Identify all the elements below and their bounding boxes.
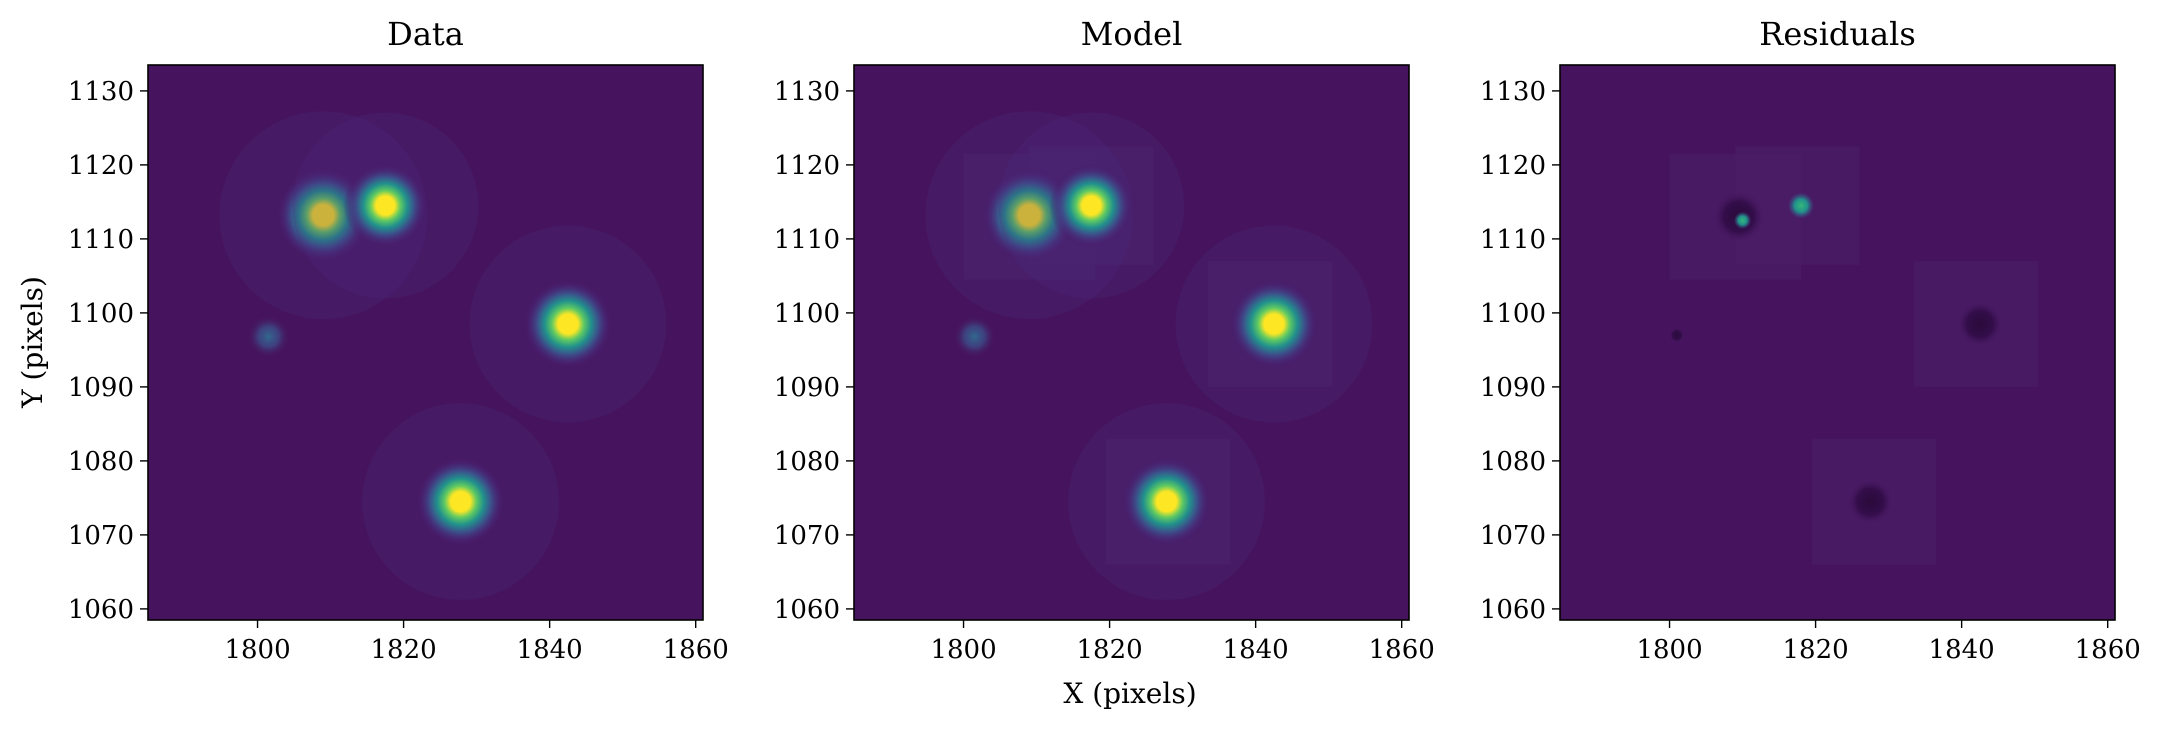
panel-title: Data — [387, 15, 464, 53]
star-source — [1049, 163, 1134, 248]
y-tick-label: 1070 — [1480, 521, 1546, 551]
y-tick-label: 1080 — [68, 447, 134, 477]
y-tick-label: 1090 — [774, 373, 840, 403]
x-tick-label: 1860 — [663, 635, 729, 665]
y-tick-label: 1080 — [1480, 447, 1546, 477]
y-tick-label: 1100 — [68, 299, 134, 329]
y-tick-label: 1130 — [774, 77, 840, 107]
plot-area — [219, 111, 667, 600]
y-tick-label: 1080 — [774, 447, 840, 477]
residual-feature — [1848, 479, 1893, 524]
plot-area — [1669, 146, 2039, 565]
y-tick-label: 1090 — [68, 373, 134, 403]
y-tick-label: 1110 — [1480, 225, 1546, 255]
y-tick-label: 1130 — [68, 77, 134, 107]
plot-frame — [853, 64, 1410, 621]
x-tick-label: 1820 — [1077, 635, 1143, 665]
star-source — [1121, 456, 1212, 547]
y-tick-label: 1060 — [1480, 595, 1546, 625]
x-tick-label: 1860 — [1369, 635, 1435, 665]
star-source — [343, 163, 428, 248]
plot-frame — [147, 64, 704, 621]
y-tick-label: 1070 — [774, 521, 840, 551]
star-source — [1229, 279, 1319, 369]
panel-title: Model — [1081, 15, 1183, 53]
residual-feature — [1669, 327, 1685, 343]
y-tick-label: 1070 — [68, 521, 134, 551]
y-tick-label: 1100 — [1480, 299, 1546, 329]
y-tick-label: 1120 — [68, 151, 134, 181]
y-tick-label: 1120 — [1480, 151, 1546, 181]
x-tick-label: 1820 — [1783, 635, 1849, 665]
star-source — [415, 456, 506, 547]
x-axis-label: X (pixels) — [1063, 677, 1196, 710]
y-tick-label: 1060 — [774, 595, 840, 625]
star-source — [523, 279, 613, 369]
plot-frame — [1559, 64, 2116, 621]
x-tick-label: 1800 — [930, 635, 996, 665]
y-axis-label: Y (pixels) — [16, 276, 49, 409]
x-tick-label: 1840 — [1223, 635, 1289, 665]
x-tick-label: 1800 — [1636, 635, 1702, 665]
y-tick-label: 1120 — [774, 151, 840, 181]
model-panel: 1800 1820 1840 1860 1060 1070 1080 1090 1100 1110… — [774, 15, 1435, 665]
star-source — [247, 315, 290, 358]
x-tick-label: 1840 — [1929, 635, 1995, 665]
star-source — [953, 315, 996, 358]
x-tick-label: 1820 — [371, 635, 437, 665]
plot-area — [925, 111, 1373, 600]
residual-feature — [1787, 192, 1815, 219]
y-tick-label: 1110 — [68, 225, 134, 255]
y-tick-label: 1110 — [774, 225, 840, 255]
y-tick-label: 1060 — [68, 595, 134, 625]
residuals-panel: 1800 1820 1840 1860 1060 1070 1080 1090 1100 1110… — [1480, 15, 2141, 665]
y-tick-label: 1130 — [1480, 77, 1546, 107]
x-tick-label: 1840 — [517, 635, 583, 665]
y-tick-label: 1090 — [1480, 373, 1546, 403]
residual-feature — [1733, 211, 1752, 230]
x-tick-label: 1800 — [224, 635, 290, 665]
data-panel: 1800 1820 1840 1860 1060 1070 1080 1090 1100 1110… — [68, 15, 729, 665]
residual-feature — [1957, 302, 2002, 346]
panel-title: Residuals — [1759, 15, 1916, 53]
y-tick-label: 1100 — [774, 299, 840, 329]
x-tick-label: 1860 — [2075, 635, 2141, 665]
